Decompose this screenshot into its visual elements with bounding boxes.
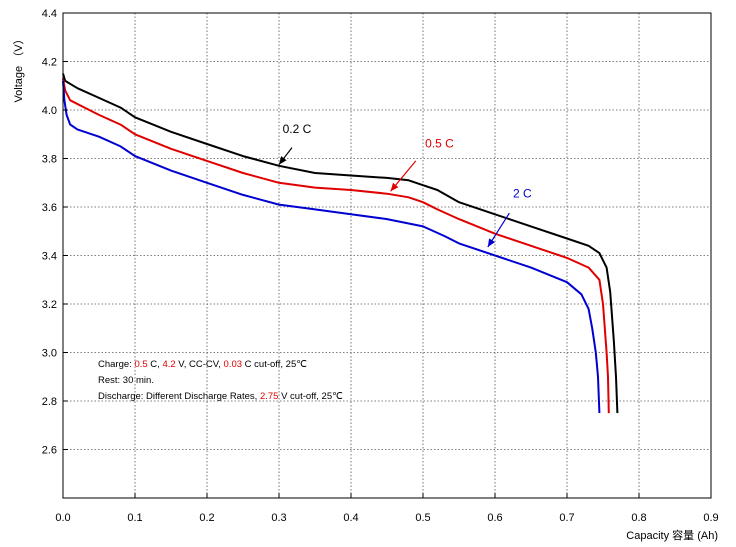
x-tick-label: 0.8 bbox=[631, 512, 646, 524]
y-tick-label: 2.6 bbox=[42, 445, 57, 457]
series-label-2: 2 C bbox=[513, 186, 532, 200]
x-tick-label: 0.0 bbox=[55, 512, 70, 524]
series-label-0: 0.2 C bbox=[283, 122, 312, 136]
y-tick-label: 4.2 bbox=[42, 57, 57, 69]
note-text: Rest: 30 min. bbox=[98, 375, 154, 386]
note-text: V cut-off, 25℃ bbox=[278, 391, 343, 402]
x-tick-label: 0.3 bbox=[271, 512, 286, 524]
note-text: C, bbox=[148, 359, 163, 370]
note-line: Discharge: Different Discharge Rates, 2.… bbox=[98, 391, 343, 402]
note-text: Discharge: Different Discharge Rates, bbox=[98, 391, 260, 402]
note-text: 2.75 bbox=[260, 391, 279, 402]
y-tick-label: 3.0 bbox=[42, 348, 57, 360]
grid bbox=[63, 13, 711, 498]
y-tick-label: 3.6 bbox=[42, 202, 57, 214]
x-tick-label: 0.4 bbox=[343, 512, 358, 524]
y-tick-label: 2.8 bbox=[42, 396, 57, 408]
y-tick-label: 3.8 bbox=[42, 154, 57, 166]
series-line-2 bbox=[62, 80, 601, 414]
note-text: V, CC-CV, bbox=[176, 359, 224, 370]
note-text: C cut-off, 25℃ bbox=[242, 359, 307, 370]
note-line: Rest: 30 min. bbox=[98, 375, 154, 386]
x-tick-label: 0.9 bbox=[703, 512, 718, 524]
x-tick-label: 0.2 bbox=[199, 512, 214, 524]
y-axis-title: Voltage （V） bbox=[12, 33, 25, 102]
note-line: Charge: 0.5 C, 4.2 V, CC-CV, 0.03 C cut-… bbox=[98, 359, 307, 370]
y-tick-label: 4.4 bbox=[42, 8, 57, 20]
series-label-1: 0.5 C bbox=[425, 137, 454, 151]
x-tick-label: 0.6 bbox=[487, 512, 502, 524]
y-tick-label: 3.2 bbox=[42, 299, 57, 311]
annotation-arrowhead-1 bbox=[390, 182, 399, 192]
series-lines bbox=[62, 73, 619, 414]
note-text: 0.03 bbox=[224, 359, 243, 370]
axis-ticks: 0.0 0.1 0.2 0.3 0.4 0.5 0.6 0.7 0.8 0.9 2.6 2.8 3.0 3… bbox=[42, 8, 719, 524]
annotation-arrowhead-2 bbox=[487, 238, 495, 247]
annotation-arrowhead-0 bbox=[279, 156, 287, 165]
note-text: 0.5 bbox=[134, 359, 147, 370]
series-annotations: 0.2 C 0.5 C 2 C bbox=[278, 122, 532, 248]
x-tick-label: 0.7 bbox=[559, 512, 574, 524]
note-text: 4.2 bbox=[162, 359, 175, 370]
y-tick-label: 4.0 bbox=[42, 105, 57, 117]
x-tick-label: 0.1 bbox=[127, 512, 142, 524]
test-conditions: Charge: 0.5 C, 4.2 V, CC-CV, 0.03 C cut-… bbox=[98, 359, 343, 402]
series-line-1 bbox=[62, 78, 610, 414]
note-text: Charge: bbox=[98, 359, 134, 370]
x-axis-title: Capacity 容量 (Ah) bbox=[626, 528, 718, 542]
x-tick-label: 0.5 bbox=[415, 512, 430, 524]
series-line-0 bbox=[62, 73, 619, 414]
y-tick-label: 3.4 bbox=[42, 251, 57, 263]
